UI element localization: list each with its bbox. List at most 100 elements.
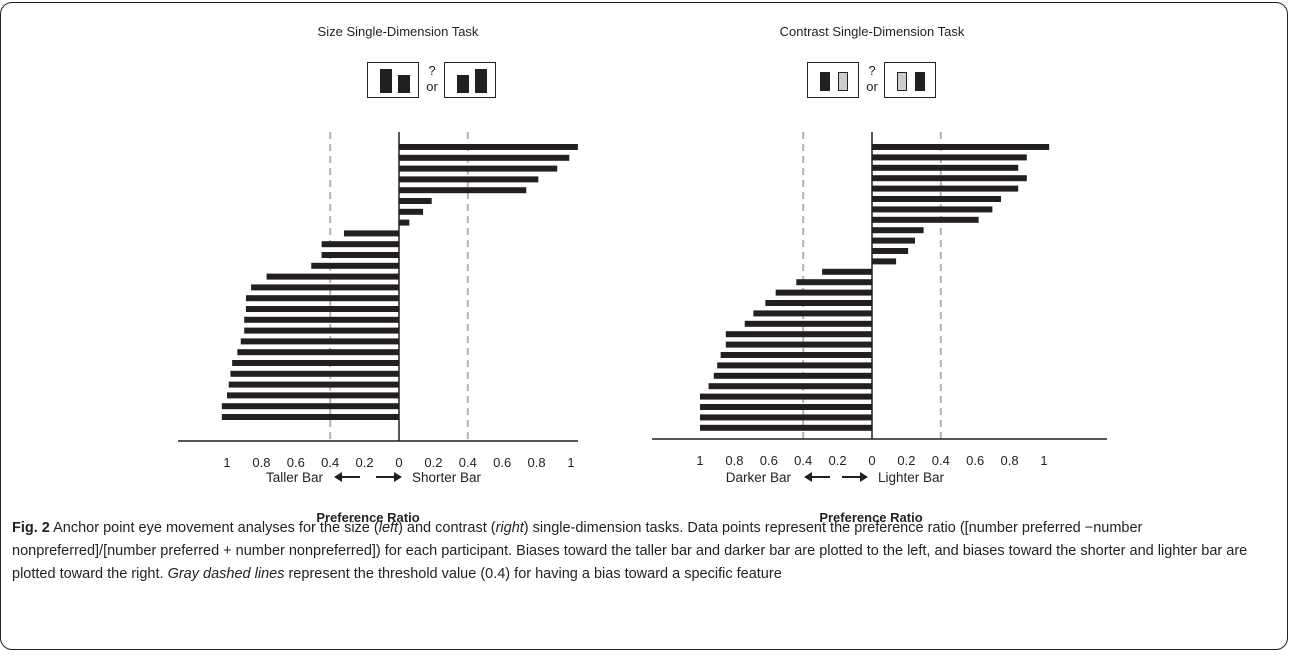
x-tick-label: 0 <box>868 453 875 468</box>
x-tick-label: 0.4 <box>459 455 477 470</box>
panel-title: Contrast Single-Dimension Task <box>779 24 965 39</box>
preference-bar <box>244 316 399 323</box>
left-direction-label: Taller Bar <box>266 470 324 485</box>
contrast-task-panel: Contrast Single-Dimension Task ? or Dark… <box>652 14 1112 525</box>
preference-bar <box>700 414 872 421</box>
short-bar-icon <box>398 75 410 93</box>
preference-bar <box>872 164 1019 171</box>
x-tick-label: 1 <box>223 455 230 470</box>
preference-bar <box>872 154 1027 161</box>
size-preference-chart: Taller Bar Shorter Bar Preference Ratio … <box>178 132 578 525</box>
preference-bar <box>872 227 924 234</box>
preference-bar <box>221 414 399 420</box>
x-tick-label: 0.8 <box>252 455 270 470</box>
preference-bar <box>227 392 399 399</box>
x-tick-label: 1 <box>696 453 703 468</box>
preference-bar <box>796 279 872 286</box>
panel-title: Size Single-Dimension Task <box>317 24 479 39</box>
preference-bar <box>237 349 399 356</box>
choice-question: ? <box>428 63 436 78</box>
light-bar-icon <box>897 72 907 91</box>
preference-bar <box>775 289 872 296</box>
x-tick-label: 0.4 <box>794 453 812 468</box>
x-tick-label: 0 <box>395 455 402 470</box>
preference-bar <box>251 284 399 291</box>
preference-bar <box>872 206 993 213</box>
x-tick-label: 0.2 <box>897 453 915 468</box>
preference-bar <box>872 185 1019 192</box>
caption-right: right <box>495 520 524 536</box>
caption-text: ) single-dimension tasks. Data points re… <box>12 520 1248 582</box>
preference-bar <box>232 360 399 366</box>
preference-bar <box>399 198 432 204</box>
left-direction-label: Darker Bar <box>726 470 792 485</box>
preference-bar <box>240 338 399 345</box>
x-axis-label: Preference Ratio <box>316 510 419 525</box>
tall-bar-icon <box>380 69 392 93</box>
preference-bar <box>725 331 872 338</box>
right-arrow-icon <box>842 472 868 482</box>
left-arrow-icon <box>804 472 830 482</box>
x-axis-label: Preference Ratio <box>819 510 922 525</box>
preference-bar <box>872 258 897 265</box>
x-tick-label: 1 <box>1040 453 1047 468</box>
preference-bar <box>753 310 872 317</box>
left-arrow-icon <box>334 472 360 482</box>
choice-or: or <box>426 79 438 94</box>
x-tick-label: 0.2 <box>356 455 374 470</box>
figure-caption: Fig. 2 Anchor point eye movement analyse… <box>12 517 1274 586</box>
preference-bar <box>872 175 1027 182</box>
preference-bar <box>765 300 872 306</box>
preference-bar <box>245 295 399 302</box>
preference-bar <box>321 241 399 248</box>
right-arrow-icon <box>376 472 402 482</box>
preference-bar <box>700 393 872 400</box>
preference-bar <box>872 216 979 223</box>
choice-question: ? <box>868 63 876 78</box>
preference-bar <box>311 262 399 269</box>
preference-bar <box>717 362 872 369</box>
dark-bar-icon <box>915 72 925 91</box>
x-tick-label: 0.8 <box>1001 453 1019 468</box>
x-tick-label: 0.6 <box>966 453 984 468</box>
x-tick-label: 0.2 <box>829 453 847 468</box>
preference-bar <box>822 268 872 275</box>
caption-text: represent the threshold value (0.4) for … <box>284 566 782 582</box>
preference-bar <box>700 424 872 431</box>
right-direction-label: Shorter Bar <box>412 470 482 485</box>
preference-bar <box>230 370 399 377</box>
x-tick-label: 0.2 <box>424 455 442 470</box>
caption-text: ) and contrast ( <box>398 520 496 536</box>
choice-box-right <box>444 62 496 98</box>
choice-or: or <box>866 79 878 94</box>
short-bar-icon <box>457 75 469 93</box>
preference-bar <box>245 306 399 312</box>
figure-label: Fig. 2 <box>12 520 50 536</box>
right-direction-label: Lighter Bar <box>878 470 945 485</box>
preference-bar <box>399 154 570 161</box>
caption-left: left <box>378 520 399 536</box>
contrast-preference-chart: Darker Bar Lighter Bar Preference Ratio … <box>652 132 1107 525</box>
preference-bar <box>228 381 399 388</box>
preference-bar <box>708 383 872 390</box>
preference-bar <box>399 165 558 172</box>
preference-bar <box>221 403 399 410</box>
choice-box-left <box>807 62 859 98</box>
preference-bar <box>399 144 578 150</box>
preference-bar <box>872 196 1001 202</box>
preference-bar <box>399 208 424 215</box>
x-tick-label: 0.4 <box>932 453 950 468</box>
preference-bar <box>720 352 872 358</box>
preference-bar <box>872 248 909 254</box>
x-tick-label: 0.4 <box>321 455 339 470</box>
tall-bar-icon <box>475 69 487 93</box>
choice-box-left <box>367 62 419 98</box>
x-tick-label: 1 <box>567 455 574 470</box>
preference-bar <box>343 230 399 237</box>
dark-bar-icon <box>820 72 830 91</box>
caption-italic: Gray dashed lines <box>167 566 285 582</box>
preference-bar <box>725 341 872 348</box>
preference-bar <box>700 404 872 410</box>
preference-bar <box>713 372 872 379</box>
